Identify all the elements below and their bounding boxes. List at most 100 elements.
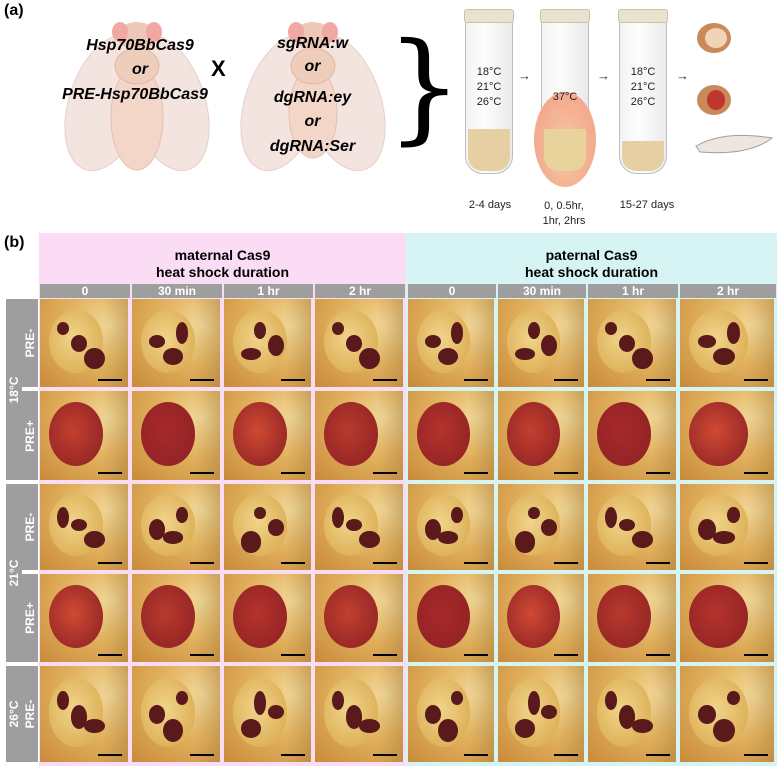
compound-eye [506, 494, 560, 557]
pigment-patch [359, 531, 380, 549]
vial-1: 18°C 21°C 26°C [464, 9, 514, 174]
eye-photo-r4-c3 [315, 666, 403, 762]
scale-bar [190, 754, 214, 756]
pigment-patch [70, 705, 87, 729]
eye-photo-r2-c1 [132, 484, 220, 570]
scale-bar [464, 654, 488, 656]
eye-photo-r3-c2 [224, 574, 311, 662]
pigment-patch [712, 531, 735, 544]
pigment-patch [727, 322, 741, 344]
scale-bar [554, 472, 578, 474]
pigment-patch [712, 718, 735, 743]
pigment-patch [240, 718, 262, 738]
pigment-patch [424, 705, 441, 724]
scale-bar [464, 754, 488, 756]
scale-bar [744, 379, 768, 381]
scale-bar [98, 654, 122, 656]
compound-eye [140, 401, 196, 466]
vial-3: 18°C 21°C 26°C [618, 9, 668, 174]
compound-eye [232, 309, 287, 373]
pigment-patch [254, 691, 267, 715]
scale-bar [373, 379, 397, 381]
scale-bar [744, 472, 768, 474]
pigment-patch [240, 531, 262, 553]
pigment-patch [176, 322, 189, 344]
pigment-patch [84, 531, 105, 549]
pigment-patch [437, 718, 459, 743]
compound-eye [416, 677, 470, 747]
pigment-patch [240, 347, 262, 361]
compound-eye [232, 401, 287, 466]
pigment-patch [424, 334, 441, 348]
pigment-patch [437, 347, 459, 365]
pigment-patch [345, 519, 362, 532]
compound-eye [140, 584, 196, 648]
pigment-patch [712, 347, 735, 365]
compound-eye [323, 401, 379, 466]
pigment-patch [451, 691, 463, 706]
pigment-patch [56, 322, 69, 335]
scale-bar [646, 754, 670, 756]
pigment-patch [176, 506, 189, 524]
pigment-patch [345, 705, 362, 729]
eye-photo-r4-c7 [680, 666, 774, 762]
scale-bar [554, 654, 578, 656]
scale-bar [373, 754, 397, 756]
pigment-patch [162, 718, 184, 743]
eye-photo-r4-c0 [40, 666, 128, 762]
scale-bar [98, 754, 122, 756]
vial-2-temp: 37°C [552, 91, 578, 103]
compound-eye [48, 494, 105, 557]
eye-photo-r0-c3 [315, 299, 403, 387]
vial-2-caption-line-1: 0, 0.5hr, [544, 200, 584, 212]
compound-eye [323, 494, 380, 557]
pigment-patch [359, 347, 380, 370]
pigment-patch [148, 334, 166, 348]
pigment-patch [527, 691, 540, 715]
temperature-text-1: 21°C [7, 559, 21, 587]
eye-photo-r0-c0 [40, 299, 128, 387]
arrow-3: → [676, 68, 689, 83]
scale-bar [646, 562, 670, 564]
dgrna-ser-label: dgRNA:Ser [269, 138, 356, 155]
scale-bar [98, 379, 122, 381]
vial-3-temp-3: 26°C [630, 96, 656, 108]
vial-3-temp-2: 21°C [630, 81, 656, 93]
compound-eye [232, 677, 287, 747]
pigment-patch [727, 691, 741, 706]
pre-cas9-strain-label: PRE-Hsp70BbCas9 [62, 86, 208, 103]
temperature-label-0: 18°C [6, 299, 22, 480]
compound-eye [416, 401, 470, 466]
eye-photo-r2-c2 [224, 484, 311, 570]
pigment-patch [267, 705, 284, 719]
eye-photo-r2-c3 [315, 484, 403, 570]
maternal-header-line-1: maternal Cas9 [174, 247, 271, 263]
temperature-text-0: 18°C [7, 376, 21, 403]
scale-bar [190, 379, 214, 381]
vial-3-caption: 15-27 days [619, 199, 675, 211]
compound-eye [140, 677, 196, 747]
scale-bar [281, 654, 305, 656]
pigment-patch [254, 506, 267, 520]
eye-photo-r3-c0 [40, 574, 128, 662]
eye-photo-r3-c3 [315, 574, 403, 662]
pigment-patch [345, 334, 362, 352]
genotype-label-1: PRE+ [22, 391, 38, 480]
scale-bar [554, 562, 578, 564]
pigment-patch [698, 519, 716, 541]
pigment-patch [267, 334, 284, 357]
scale-bar [464, 472, 488, 474]
genotype-label-2: PRE- [22, 484, 38, 570]
compound-eye [48, 584, 104, 648]
pigment-patch [267, 519, 284, 536]
pigment-patch [451, 506, 463, 524]
cas9-strain-label: Hsp70BbCas9 [86, 37, 194, 54]
eye-photo-r1-c6 [588, 391, 676, 480]
scale-bar [464, 379, 488, 381]
paternal-header-line-2: heat shock duration [524, 264, 659, 280]
scale-bar [98, 562, 122, 564]
genotype-label-4: PRE- [22, 666, 38, 762]
column-header-paternal-2: 1 hr [588, 284, 678, 298]
pigment-patch [70, 519, 87, 532]
pigment-patch [176, 691, 189, 706]
